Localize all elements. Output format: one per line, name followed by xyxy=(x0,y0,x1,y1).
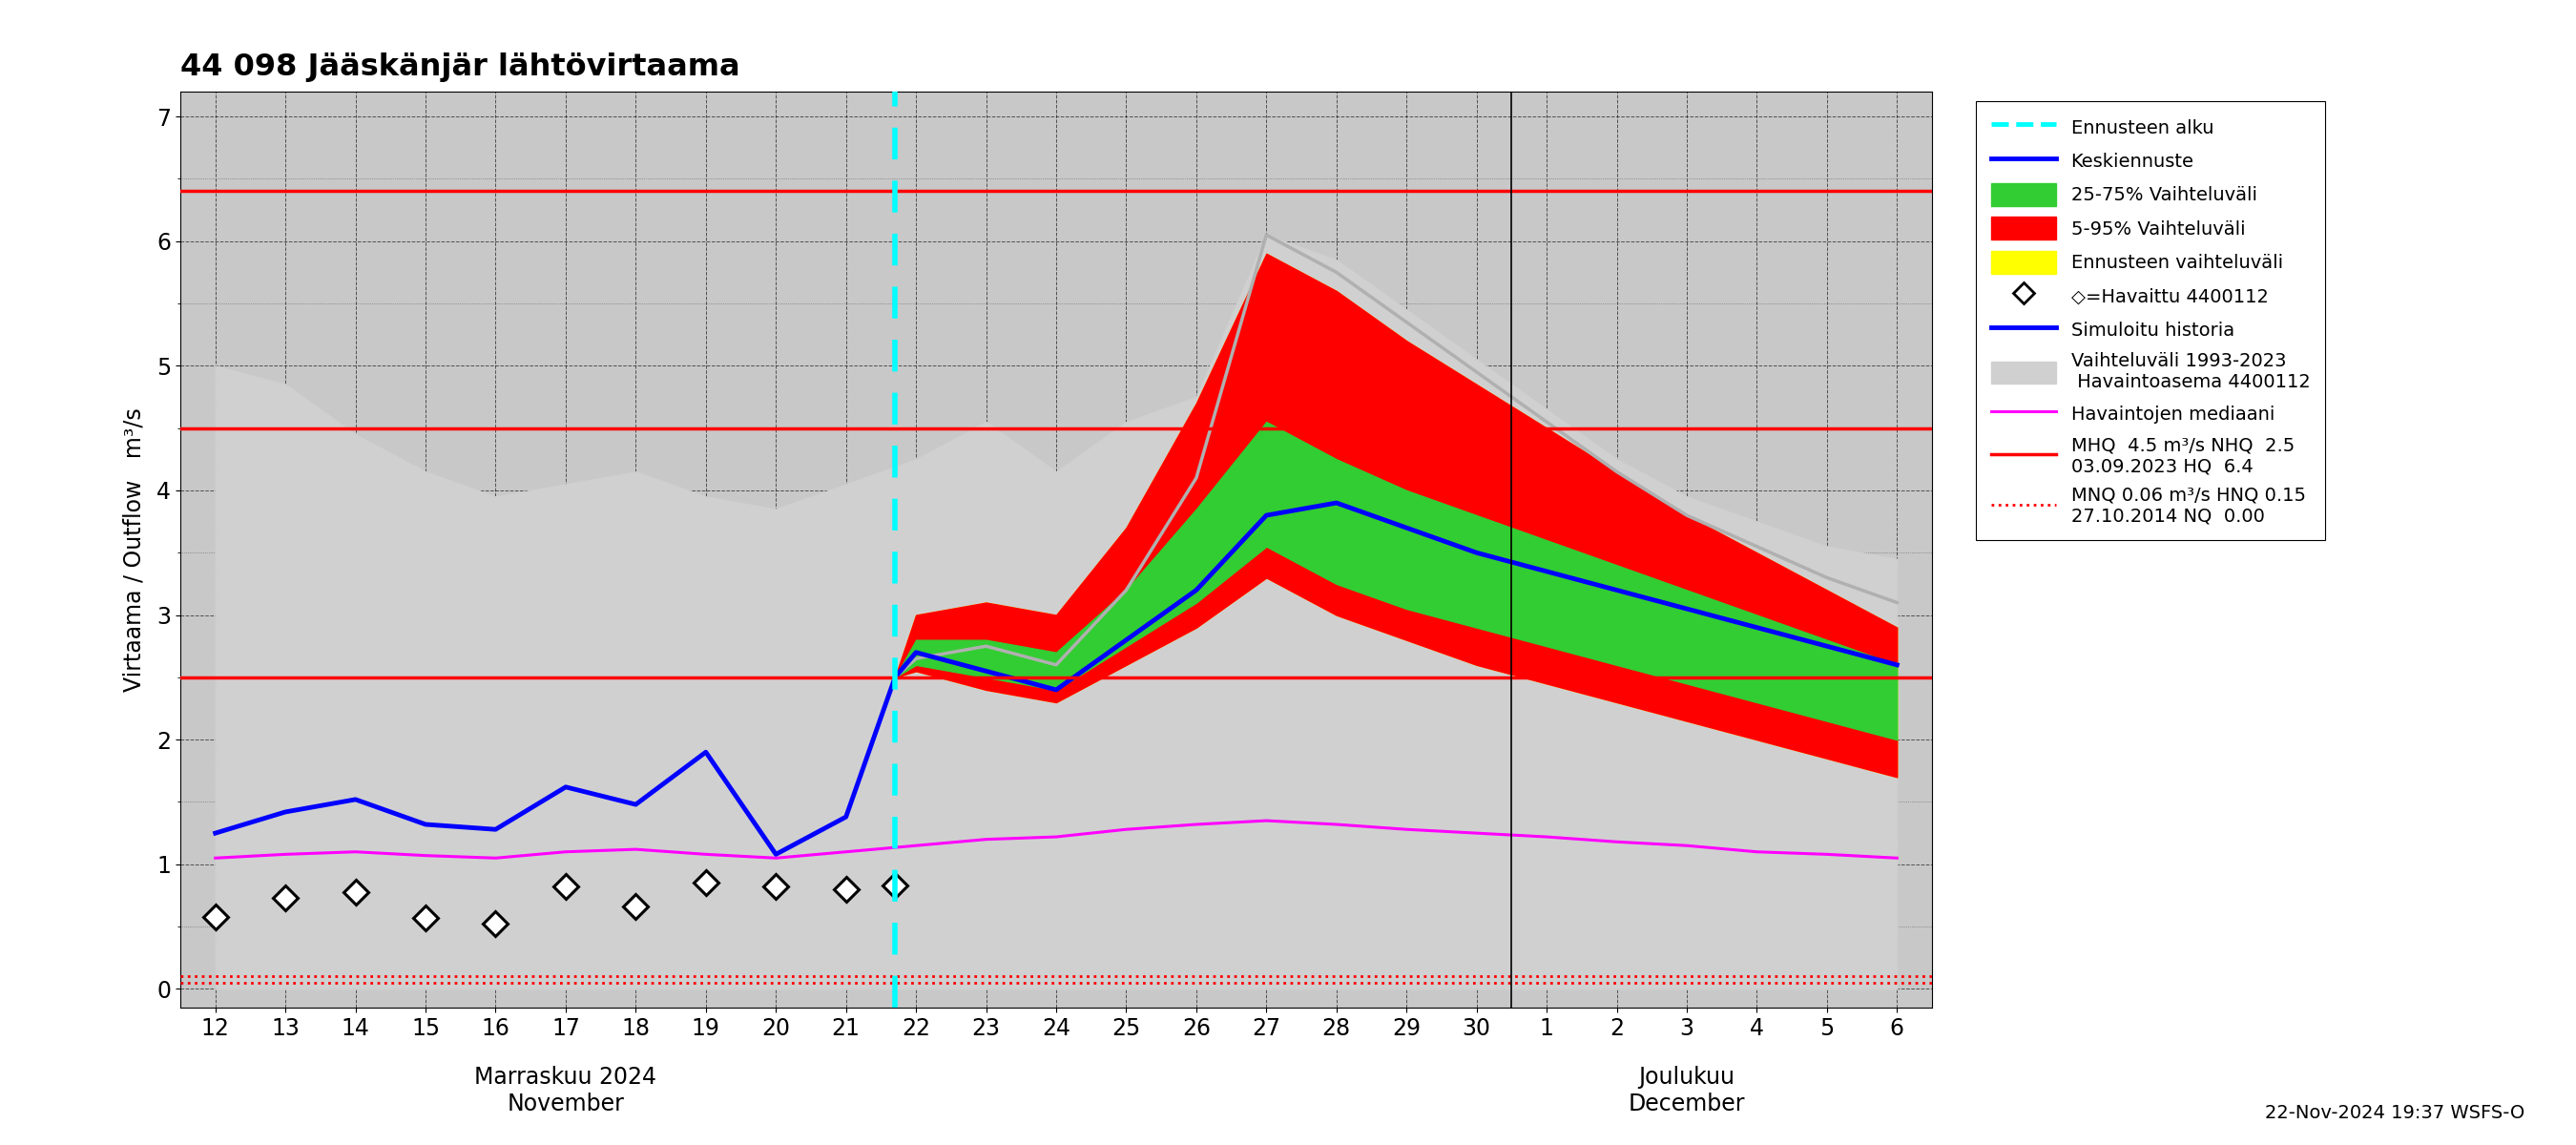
Legend: Ennusteen alku, Keskiennuste, 25-75% Vaihteluväli, 5-95% Vaihteluväli, Ennusteen: Ennusteen alku, Keskiennuste, 25-75% Vai… xyxy=(1976,101,2326,540)
Text: 22-Nov-2024 19:37 WSFS-O: 22-Nov-2024 19:37 WSFS-O xyxy=(2264,1104,2524,1122)
Text: Joulukuu
December: Joulukuu December xyxy=(1628,1066,1744,1115)
Y-axis label: Virtaama / Outflow   m³/s: Virtaama / Outflow m³/s xyxy=(124,408,147,692)
Text: 44 098 Jääskänjär lähtövirtaama: 44 098 Jääskänjär lähtövirtaama xyxy=(180,53,739,82)
Text: Marraskuu 2024
November: Marraskuu 2024 November xyxy=(474,1066,657,1115)
